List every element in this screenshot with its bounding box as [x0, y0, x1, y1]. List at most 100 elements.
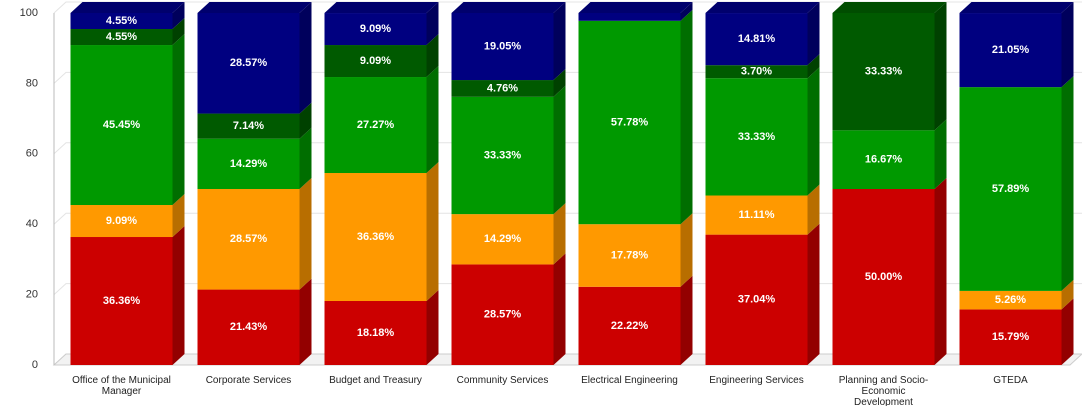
bar-side — [680, 9, 693, 225]
y-tick-label: 40 — [26, 218, 38, 230]
bar-side — [934, 178, 947, 365]
bar — [70, 205, 173, 238]
bar — [705, 195, 808, 235]
bar-side — [172, 194, 185, 238]
bar-side — [1061, 279, 1074, 310]
data-label: 14.29% — [230, 158, 268, 170]
bar-side — [426, 34, 439, 78]
data-label: 9.09% — [106, 215, 137, 227]
data-label: 50.00% — [865, 271, 903, 283]
bar — [324, 77, 427, 174]
bar-top — [197, 2, 312, 13]
bar — [578, 20, 681, 225]
data-label: 36.36% — [103, 295, 141, 307]
bar-side — [172, 226, 185, 365]
x-tick-label: Community Services — [456, 375, 549, 386]
data-label: 57.78% — [611, 116, 649, 128]
bar — [451, 264, 554, 365]
data-label: 16.67% — [865, 154, 903, 166]
bar — [959, 309, 1062, 365]
bar-side — [1061, 76, 1074, 291]
bar-top — [578, 2, 693, 13]
bar-side — [680, 275, 693, 365]
data-label: 11.11% — [738, 209, 774, 221]
x-tick-label: Engineering Services — [709, 375, 804, 386]
bar-side — [553, 2, 566, 81]
data-label: 21.43% — [230, 321, 268, 333]
bar-side — [553, 69, 566, 97]
data-label: 14.29% — [484, 233, 522, 245]
bar-side — [172, 34, 185, 206]
data-label: 36.36% — [357, 231, 395, 243]
bar — [451, 96, 554, 215]
bar-side — [299, 178, 312, 290]
bar — [705, 78, 808, 196]
bar-side — [299, 278, 312, 365]
grid-line — [53, 1, 1082, 14]
bar-side — [299, 2, 312, 114]
bar-top — [705, 2, 820, 14]
bar-side — [299, 127, 312, 189]
bar — [324, 301, 427, 365]
bar — [578, 286, 681, 365]
bar — [959, 290, 1062, 310]
x-tick-label: Corporate Services — [205, 375, 292, 386]
data-label: 4.76% — [487, 82, 518, 94]
data-label: 4.55% — [106, 15, 137, 27]
bar-side — [807, 223, 820, 365]
bar-side — [934, 2, 947, 131]
data-label: 17.78% — [611, 249, 649, 261]
bar-side — [807, 2, 820, 66]
data-label: 33.33% — [484, 149, 522, 161]
bar-side — [299, 102, 312, 139]
bar — [578, 13, 681, 21]
bar-side — [172, 2, 185, 30]
data-label: 14.81% — [738, 33, 776, 45]
y-tick-label: 100 — [20, 7, 38, 19]
bar-side — [426, 290, 439, 365]
data-label: 28.57% — [230, 233, 268, 245]
bar — [832, 13, 935, 131]
bar-side — [553, 85, 566, 215]
bar — [324, 173, 427, 302]
bar — [324, 45, 427, 78]
bar — [578, 224, 681, 287]
data-label: 3.70% — [741, 66, 772, 78]
bar-side — [807, 184, 820, 235]
data-label: 4.55% — [106, 31, 137, 43]
data-label: 33.33% — [738, 131, 776, 143]
bar — [832, 189, 935, 365]
data-label: 28.57% — [230, 57, 268, 69]
bar-top — [70, 2, 185, 13]
bar-side — [807, 67, 820, 196]
bar — [959, 13, 1062, 88]
bar-side — [426, 162, 439, 302]
data-label: 57.89% — [992, 183, 1030, 195]
bar — [197, 189, 300, 290]
y-tick-label: 80 — [26, 77, 38, 89]
bar-top — [451, 2, 566, 13]
data-label: 9.09% — [360, 23, 391, 35]
data-label: 9.09% — [360, 55, 391, 67]
bar-side — [680, 213, 693, 287]
bar — [705, 234, 808, 365]
data-label: 5.26% — [995, 294, 1026, 306]
bar-side — [934, 119, 947, 189]
bar — [451, 13, 554, 81]
data-label: 22.22% — [611, 320, 649, 332]
data-label: 33.33% — [865, 66, 903, 78]
data-label: 37.04% — [738, 294, 776, 306]
bar — [70, 13, 173, 30]
bar — [70, 45, 173, 206]
y-tick-label: 20 — [26, 289, 38, 301]
data-label: 18.18% — [357, 327, 395, 339]
bar-side — [1061, 2, 1074, 88]
bar — [324, 13, 427, 46]
bar-side — [680, 2, 693, 21]
x-tick-label: Planning and Socio-Economic Development — [838, 375, 929, 406]
data-label: 21.05% — [992, 44, 1030, 56]
bar — [832, 130, 935, 189]
x-tick-label: Electrical Engineering — [581, 375, 678, 386]
bar — [197, 13, 300, 114]
